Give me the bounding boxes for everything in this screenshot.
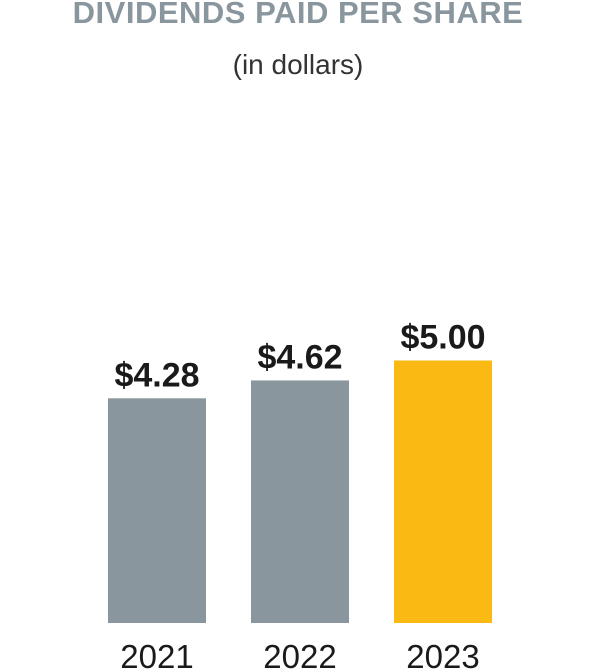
chart-title: DIVIDENDS PAID PER SHARE (72, 0, 524, 30)
value-label-2023: $5.00 (400, 319, 485, 357)
category-label-2022: 2022 (263, 638, 336, 672)
category-label-2023: 2023 (406, 638, 479, 672)
value-label-2022: $4.62 (257, 338, 342, 376)
bar-2023 (394, 360, 492, 623)
value-label-2021: $4.28 (114, 356, 199, 394)
category-label-2021: 2021 (120, 638, 193, 672)
bar-2021 (108, 398, 206, 623)
chart-subtitle: (in dollars) (232, 49, 364, 80)
bar-2022 (251, 380, 349, 623)
